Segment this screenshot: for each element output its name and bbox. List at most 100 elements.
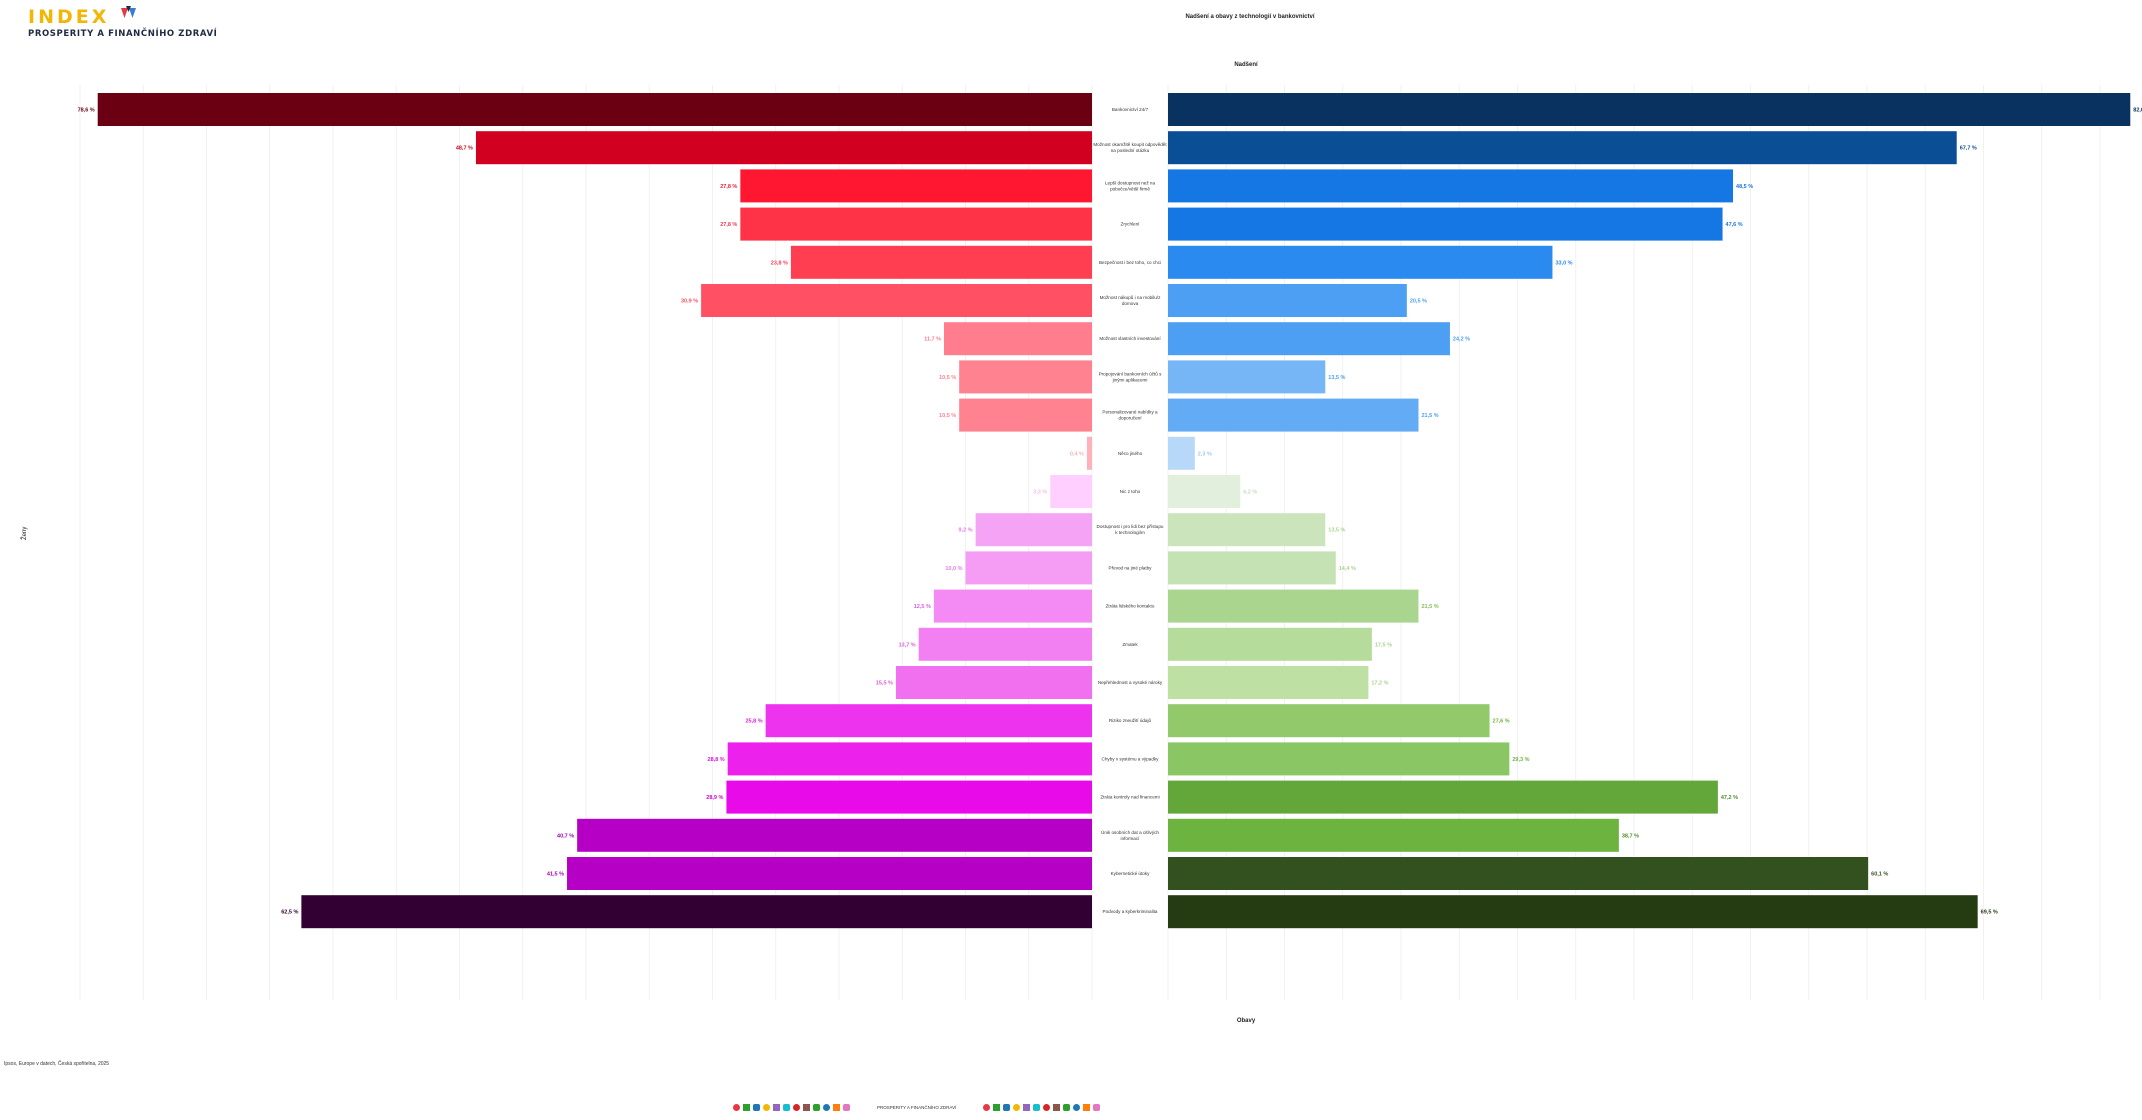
bar-right [1168,93,2131,126]
bar-left [918,627,1092,661]
data-label-left: 30,9 % [681,299,698,305]
data-label-left: 10,5 % [939,375,956,381]
brand-pictogram-icon [813,1104,820,1111]
bar-left [965,551,1092,585]
data-label-right: 48,5 % [1736,184,1753,190]
data-label-left: 62,5 % [281,910,298,916]
logo-wordmark: INDEX [28,6,110,28]
data-label-right: 82,6 % [2133,108,2142,114]
data-label-right: 29,3 % [1512,757,1529,763]
brand-pictogram-icon [1063,1104,1071,1111]
footer-brand-strip: PROSPERITY A FINANČNÍHO ZDRAVÍ [733,1104,1101,1111]
category-label: Ztráta kontroly nad financemi [1100,795,1159,800]
data-label-right: 20,5 % [1410,299,1427,305]
data-label-right: 21,5 % [1421,413,1438,419]
bar-right [1168,704,1490,738]
bar-left [933,589,1092,623]
bar-right [1168,742,1510,776]
bar-left [790,245,1092,279]
category-label: Možnost vlastních investování [1099,336,1161,341]
data-label-right: 13,5 % [1328,528,1345,534]
category-label: Podvody a kyberkriminalita [1103,909,1158,914]
brand-pictogram-icon [763,1104,770,1111]
data-label-left: 23,8 % [771,260,788,266]
data-label-right: 47,6 % [1726,222,1743,228]
category-label: Zrychlení [1121,222,1141,227]
bar-right [1168,589,1419,623]
brand-pictogram-icon [1033,1104,1041,1111]
data-label-right: 67,7 % [1960,146,1977,152]
category-label: Dostupnost i pro lidi bez přístupu k tech… [1097,524,1164,535]
bar-right [1168,245,1553,279]
brand-pictogram-icon [833,1104,840,1111]
bar-right [1168,551,1336,585]
bar-left [577,818,1092,852]
data-label-left: 13,7 % [899,642,916,648]
bar-left [959,360,1092,394]
bar-right [1168,207,1723,241]
brand-pictogram-icon [1083,1104,1091,1111]
data-label-left: 78,6 % [78,108,95,114]
bar-right [1168,436,1195,470]
bar-left [1086,436,1092,470]
brand-pictogram-icon [733,1104,740,1111]
category-label: Propojování bankovních účtů s jinými apli… [1099,370,1163,382]
footer-strip-text: PROSPERITY A FINANČNÍHO ZDRAVÍ [877,1105,957,1110]
category-label: Kybernetické útoky [1111,871,1151,876]
data-label-right: 47,2 % [1721,795,1738,801]
bar-right [1168,169,1734,203]
data-label-left: 10,5 % [939,413,956,419]
data-label-left: 9,2 % [959,528,973,534]
bar-right [1168,475,1241,508]
bar-left [1050,475,1092,508]
data-label-left: 0,4 % [1070,451,1084,457]
bar-right [1168,284,1407,317]
bar-right [1168,513,1326,547]
bar-right [1168,398,1419,432]
data-label-right: 13,5 % [1328,375,1345,381]
category-label: Ztráta lidského kontaktu [1106,604,1155,609]
data-label-left: 15,5 % [876,681,893,687]
bar-right [1168,131,1957,165]
data-label-right: 27,6 % [1493,719,1510,725]
data-label-right: 6,2 % [1243,490,1257,496]
brand-pictogram-icon [1013,1104,1021,1111]
data-label-right: 14,4 % [1339,566,1356,572]
brand-pictogram-icon [1003,1104,1011,1111]
bar-right [1168,666,1369,699]
bar-left [895,666,1092,699]
logo-mark-icon [121,6,136,18]
data-label-right: 2,3 % [1198,451,1212,457]
bar-left [97,93,1092,126]
bar-left [959,398,1092,432]
bar-right [1168,818,1619,852]
bar-left [740,207,1092,241]
logo-subtitle: PROSPERITY A FINANČNÍHO ZDRAVÍ [28,29,218,39]
brand-pictogram-icon [753,1104,760,1111]
bar-left [740,169,1092,203]
data-label-right: 17,5 % [1375,642,1392,648]
brand-pictogram-icon [743,1104,750,1111]
bar-right [1168,627,1372,661]
data-label-right: 21,5 % [1421,604,1438,610]
category-label: Možnost okamžitě koupit odpovědět na posl… [1093,142,1167,153]
brand-pictogram-icon [1093,1104,1101,1111]
bar-left [726,780,1092,814]
data-label-left: 48,7 % [456,146,473,152]
brand-pictogram-icon [1053,1104,1061,1111]
data-label-left: 27,8 % [720,184,737,190]
brand-pictogram-icon [793,1104,800,1111]
category-label: Bankovnictví 24/7 [1112,107,1149,112]
logo: INDEX PROSPERITY A FINANČNÍHO ZDRAVÍ [28,6,217,39]
data-label-left: 12,5 % [914,604,931,610]
brand-pictogram-icon [1043,1104,1051,1111]
data-label-left: 25,8 % [746,719,763,725]
data-label-left: 28,9 % [706,795,723,801]
data-label-right: 24,2 % [1453,337,1470,343]
brand-pictogram-icon [773,1104,780,1111]
data-label-left: 27,8 % [720,222,737,228]
bar-right [1168,322,1450,356]
bar-right [1168,895,1978,929]
bar-left [701,284,1092,317]
category-label: Únik osobních dat a citlivých informací [1101,829,1159,841]
